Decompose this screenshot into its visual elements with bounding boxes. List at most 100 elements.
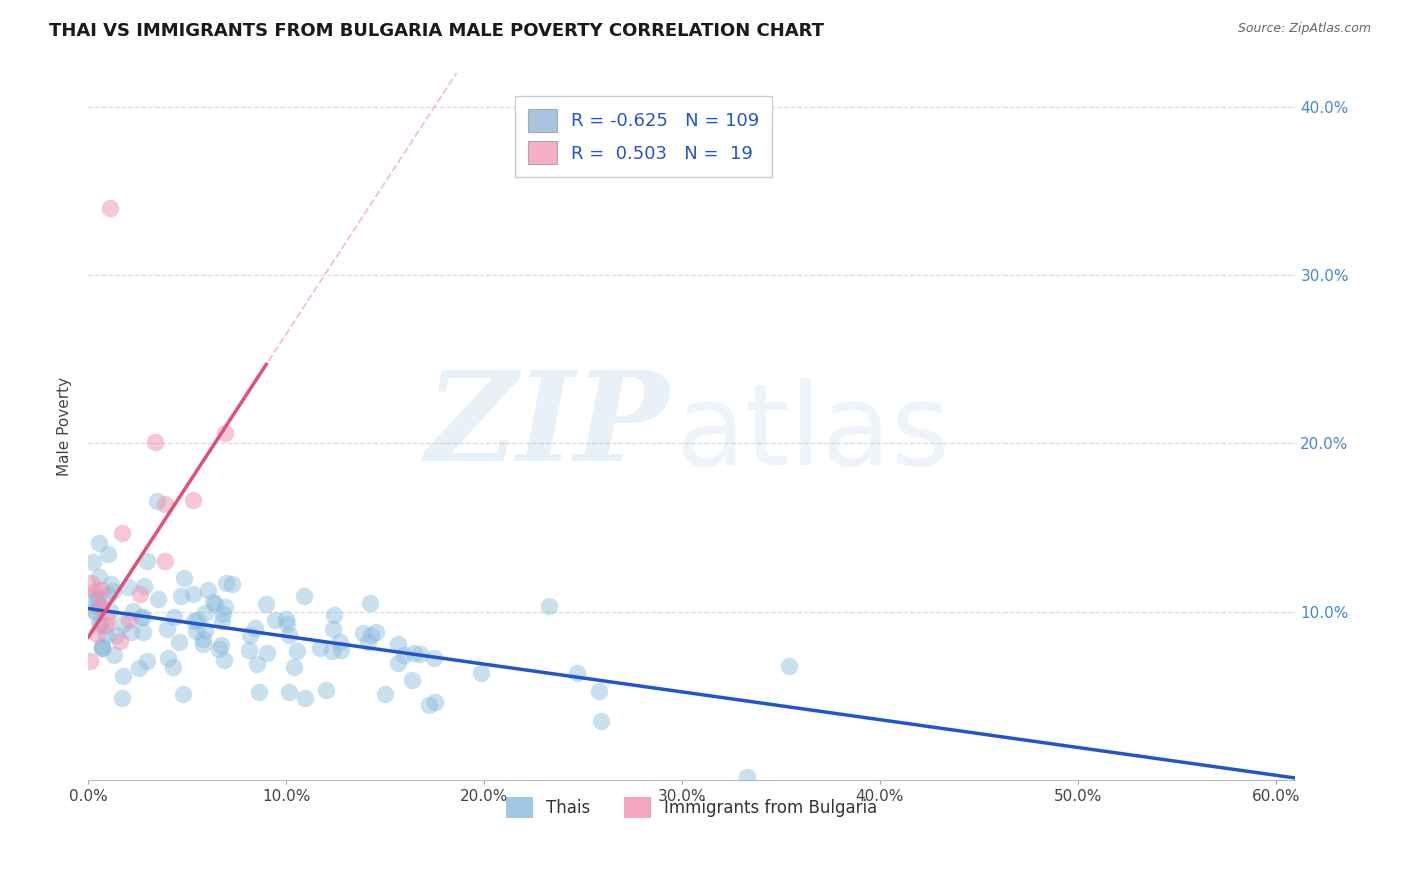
Point (184, 624, 207, 638)
Point (129, 610, 152, 624)
Point (321, 643, 343, 657)
Point (153, 498, 176, 512)
Point (589, 714, 612, 728)
Text: THAI VS IMMIGRANTS FROM BULGARIA MALE POVERTY CORRELATION CHART: THAI VS IMMIGRANTS FROM BULGARIA MALE PO… (49, 22, 824, 40)
Point (418, 698, 440, 712)
Point (87, 570, 110, 584)
Point (292, 589, 315, 603)
Point (191, 637, 214, 651)
Point (565, 666, 588, 681)
Point (366, 625, 388, 640)
Point (83, 603, 105, 617)
Point (79, 654, 101, 668)
Point (111, 691, 134, 706)
Point (132, 610, 155, 624)
Point (264, 613, 287, 627)
Point (170, 589, 193, 603)
Point (277, 685, 299, 699)
Point (183, 615, 205, 629)
Point (98, 201, 121, 215)
Point (423, 695, 446, 709)
Point (100, 577, 122, 591)
Point (254, 597, 277, 611)
Point (238, 642, 260, 657)
Point (94, 618, 117, 632)
Point (97, 548, 120, 562)
Point (181, 493, 204, 508)
Point (121, 604, 143, 618)
Point (423, 650, 446, 665)
Point (82, 555, 104, 569)
Point (735, 770, 758, 784)
Point (98, 604, 121, 618)
Point (194, 624, 217, 638)
Point (162, 659, 184, 673)
Point (402, 646, 425, 660)
Point (104, 628, 127, 642)
Point (90, 641, 112, 656)
Point (167, 635, 190, 649)
Point (221, 577, 243, 591)
Point (89, 600, 111, 615)
Point (111, 616, 134, 631)
Point (246, 657, 269, 671)
Point (322, 622, 344, 636)
Y-axis label: Male Poverty: Male Poverty (58, 377, 72, 476)
Point (90, 582, 112, 597)
Point (387, 657, 409, 671)
Point (87, 616, 110, 631)
Point (357, 635, 380, 649)
Point (215, 575, 238, 590)
Point (239, 628, 262, 642)
Point (79, 591, 101, 606)
Point (276, 617, 298, 632)
Point (136, 553, 159, 567)
Point (90, 640, 112, 654)
Point (118, 613, 141, 627)
Point (86, 626, 108, 640)
Point (315, 683, 337, 698)
Point (143, 434, 166, 449)
Point (323, 607, 346, 622)
Point (294, 691, 316, 706)
Point (209, 638, 232, 652)
Point (112, 668, 135, 682)
Point (392, 648, 415, 662)
Point (128, 587, 150, 601)
Text: Source: ZipAtlas.com: Source: ZipAtlas.com (1237, 22, 1371, 36)
Point (538, 599, 561, 614)
Legend: Thais, Immigrants from Bulgaria: Thais, Immigrants from Bulgaria (499, 790, 884, 825)
Point (90, 599, 112, 614)
Point (101, 584, 124, 599)
Point (212, 653, 235, 667)
Point (329, 643, 352, 657)
Point (146, 493, 169, 508)
Point (191, 632, 214, 646)
Point (360, 627, 382, 641)
Point (96, 612, 118, 626)
Point (214, 599, 236, 614)
Point (97, 588, 120, 602)
Point (283, 660, 305, 674)
Point (588, 684, 610, 698)
Point (201, 595, 224, 609)
Point (409, 648, 432, 662)
Point (136, 654, 159, 668)
Point (111, 525, 134, 540)
Point (328, 635, 350, 649)
Point (148, 592, 170, 607)
Point (132, 580, 155, 594)
Point (172, 687, 194, 701)
Point (90, 641, 112, 656)
Point (194, 606, 217, 620)
Point (352, 625, 374, 640)
Point (89, 600, 111, 615)
Point (90, 618, 112, 632)
Point (197, 582, 219, 597)
Point (278, 628, 301, 642)
Point (256, 646, 278, 660)
Point (374, 687, 396, 701)
Point (186, 613, 208, 627)
Point (208, 641, 231, 656)
Point (173, 571, 195, 585)
